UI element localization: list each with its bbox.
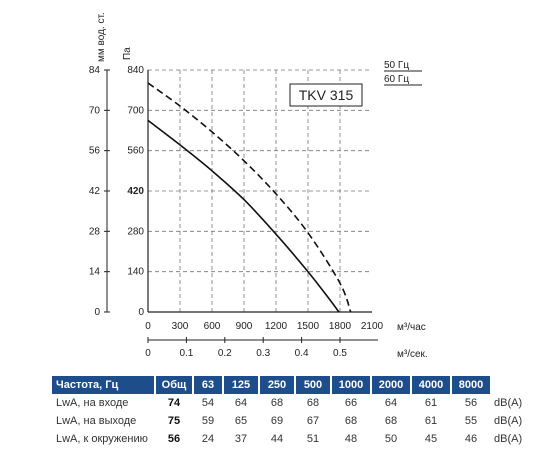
header-band: 63 (193, 376, 224, 394)
row-value: 69 (270, 415, 284, 427)
xtick-m3s-label: 0 (145, 348, 151, 359)
row-value: 67 (306, 415, 320, 427)
row-value: 61 (424, 415, 438, 427)
xtick-m3h-label: 2100 (361, 321, 384, 332)
xtick-m3h-label: 1800 (329, 321, 352, 332)
ylabel-left: мм вод. ст. (96, 12, 107, 62)
ytick-mm-label: 84 (89, 65, 101, 76)
row-value: 55 (464, 415, 478, 427)
model-label-box (289, 83, 363, 107)
xtick-m3h-label: 600 (204, 321, 221, 332)
ytick-pa-label: 140 (127, 267, 144, 278)
ytick-pa-label: 280 (127, 226, 144, 237)
xtick-m3h-label: 900 (236, 321, 253, 332)
xtick-m3s-label: 0.2 (218, 348, 232, 359)
ytick-mm-label: 0 (94, 307, 100, 318)
row-value: 48 (344, 433, 358, 445)
ytick-mm-label: 56 (89, 146, 101, 157)
row-value: 64 (234, 397, 248, 409)
xtick-m3h-label: 1500 (297, 321, 320, 332)
header-band: 4000 (411, 376, 452, 394)
table-row: LwA, на входе 74 54 64 68 68 66 64 61 56 dB(A) (52, 394, 533, 412)
row-value: 56 (464, 397, 478, 409)
row-total: 75 (167, 415, 181, 427)
grid (148, 69, 372, 312)
xtick-m3h-label: 0 (145, 321, 151, 332)
header-band: Общ (155, 376, 194, 394)
row-label: LwA, к окружению (56, 433, 148, 445)
xlabel-m3s: м³/сек. (397, 349, 428, 360)
row-value: 68 (384, 415, 398, 427)
header-band: 250 (259, 376, 296, 394)
row-unit: dB(A) (494, 397, 523, 409)
row-label: LwA, на выходе (56, 415, 137, 427)
xtick-m3h-label: 1200 (265, 321, 288, 332)
xtick-m3s-label: 0.4 (295, 348, 309, 359)
row-value: 68 (344, 415, 358, 427)
header-frequency: Частота, Гц (52, 376, 156, 394)
xtick-m3s-label: 0.1 (179, 348, 193, 359)
row-value: 64 (384, 397, 398, 409)
header-band: 500 (295, 376, 332, 394)
header-band: 2000 (371, 376, 412, 394)
ytick-pa-label: 840 (127, 65, 144, 76)
row-value: 45 (424, 433, 438, 445)
header-band: 125 (223, 376, 260, 394)
sound-level-table: Частота, Гц Общ 63 125 250 500 1000 2000 4000 800… (52, 376, 534, 448)
legend-60hz: 60 Гц (384, 74, 409, 85)
table-header-row: Частота, Гц Общ 63 125 250 500 1000 2000 4000 800… (52, 376, 534, 394)
header-band: 1000 (331, 376, 372, 394)
row-value: 68 (306, 397, 320, 409)
ytick-pa-label: 420 (127, 186, 144, 197)
table-row: LwA, на выходе 75 59 65 69 67 68 68 61 55 dB(A) (52, 412, 533, 430)
row-value: 50 (384, 433, 398, 445)
xtick-m3s-label: 0.5 (333, 348, 347, 359)
row-total: 56 (167, 433, 181, 445)
row-value: 68 (270, 397, 284, 409)
curve-60hz (147, 82, 352, 313)
legend-50hz: 50 Гц (384, 60, 409, 71)
header-band: 8000 (451, 376, 492, 394)
ytick-mm-label: 28 (89, 226, 101, 237)
row-label: LwA, на входе (56, 397, 129, 409)
ytick-mm-label: 70 (89, 105, 101, 116)
row-value: 54 (201, 397, 215, 409)
row-value: 51 (306, 433, 320, 445)
header-unit-spacer (491, 376, 534, 394)
row-value: 59 (201, 415, 215, 427)
curve-50hz (147, 119, 340, 313)
curves (147, 82, 352, 313)
xlabel-m3h: м³/час (397, 322, 426, 333)
row-unit: dB(A) (494, 415, 523, 427)
ytick-pa-label: 700 (127, 105, 144, 116)
row-value: 61 (424, 397, 438, 409)
xtick-m3h-label: 300 (172, 321, 189, 332)
row-value: 44 (270, 433, 284, 445)
xtick-m3s-label: 0.3 (256, 348, 270, 359)
ylabel-right: Па (122, 47, 133, 60)
ytick-pa-label: 0 (138, 307, 144, 318)
row-value: 65 (234, 415, 248, 427)
model-label: TKV 315 (299, 87, 354, 103)
row-value: 46 (464, 433, 478, 445)
ytick-mm-label: 42 (89, 186, 101, 197)
ytick-pa-label: 560 (127, 146, 144, 157)
row-unit: dB(A) (494, 433, 523, 445)
ytick-mm-label: 14 (89, 267, 101, 278)
row-total: 74 (167, 397, 181, 409)
row-value: 37 (234, 433, 248, 445)
row-value: 66 (344, 397, 358, 409)
table-row: LwA, к окружению 56 24 37 44 51 48 50 45 46 dB(A) (52, 430, 533, 448)
row-value: 24 (201, 433, 215, 445)
